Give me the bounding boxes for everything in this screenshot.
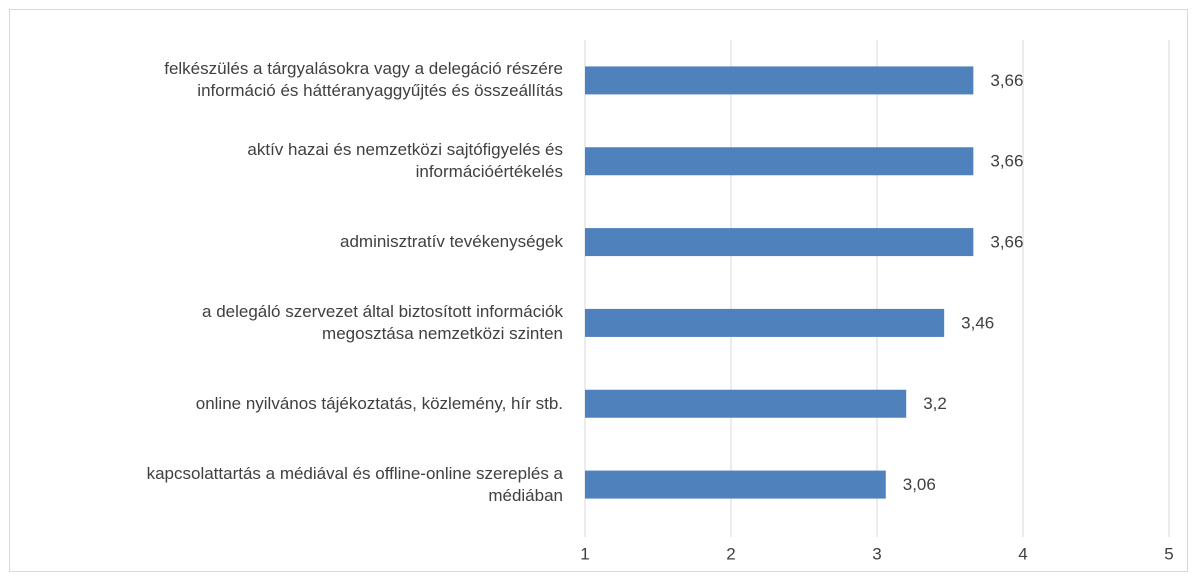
value-label: 3,66 (990, 152, 1023, 171)
category-label: online nyilvános tájékoztatás, közlemény… (195, 393, 563, 413)
bar (585, 389, 907, 418)
category-label: a delegáló szervezet által biztosított i… (202, 301, 563, 343)
value-label: 3,66 (990, 233, 1023, 252)
bar (585, 147, 974, 176)
category-label: adminisztratív tevékenységek (340, 232, 563, 252)
category-label: felkészülés a tárgyalásokra vagy a deleg… (164, 59, 563, 101)
bar (585, 308, 945, 337)
bar (585, 228, 974, 257)
x-tick-label: 5 (1164, 544, 1173, 563)
chart-border (9, 9, 1188, 572)
value-label: 3,66 (990, 71, 1023, 90)
value-label: 3,46 (961, 313, 994, 332)
bar (585, 66, 974, 95)
x-tick-label: 1 (580, 544, 589, 563)
category-label: kapcsolattartás a médiával és offline-on… (146, 463, 563, 505)
value-label: 3,2 (923, 394, 947, 413)
x-tick-label: 4 (1018, 544, 1027, 563)
x-tick-label: 3 (872, 544, 881, 563)
value-label: 3,06 (903, 475, 936, 494)
x-tick-label: 2 (726, 544, 735, 563)
bar (585, 470, 886, 499)
category-label: aktív hazai és nemzetközi sajtófigyelés … (247, 140, 563, 182)
